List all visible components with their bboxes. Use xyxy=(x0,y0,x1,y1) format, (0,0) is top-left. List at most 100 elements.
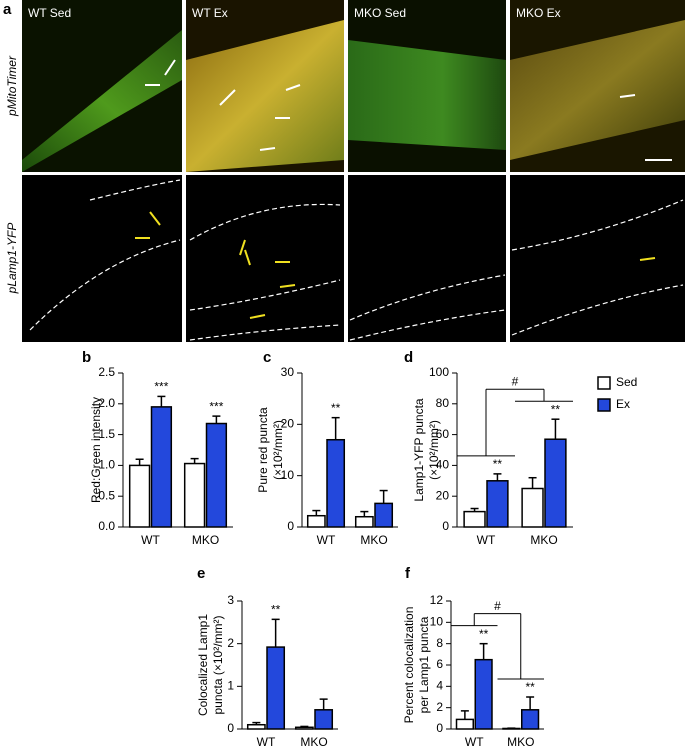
y-tick-label: 0 xyxy=(287,519,294,533)
bar xyxy=(326,438,346,528)
y-axis-label: Pure red puncta xyxy=(256,407,270,493)
y-tick-label: 30 xyxy=(281,365,295,379)
bar xyxy=(486,480,509,528)
fiber xyxy=(186,20,344,172)
bar xyxy=(544,438,567,528)
image xyxy=(186,175,344,342)
y-tick-label: 0 xyxy=(436,721,443,735)
y-axis-label: puncta (×10²/mm²) xyxy=(211,615,225,714)
legend-label: Ex xyxy=(616,397,630,411)
row-label: pLamp1-YFP xyxy=(5,223,19,295)
bar xyxy=(502,727,521,730)
y-axis-label: (×10²/mm²) xyxy=(427,420,441,480)
bar xyxy=(294,726,314,730)
y-tick-label: 2 xyxy=(227,636,234,650)
column-label: MKO Ex xyxy=(516,6,561,20)
y-tick-label: 100 xyxy=(429,365,449,379)
y-tick-label: 0 xyxy=(442,519,449,533)
legend-label: Sed xyxy=(616,375,637,389)
y-tick-label: 10 xyxy=(281,468,295,482)
y-tick-label: 40 xyxy=(436,458,450,472)
bar xyxy=(354,515,374,528)
yellow-arrows xyxy=(135,211,656,319)
bar xyxy=(463,510,486,528)
significance: *** xyxy=(154,380,168,394)
x-tick-label: MKO xyxy=(507,735,534,746)
image xyxy=(22,175,182,342)
column-label: MKO Sed xyxy=(354,6,406,20)
arrows xyxy=(145,59,636,151)
x-tick-label: WT xyxy=(465,735,484,746)
y-axis-label: (×10²/mm²) xyxy=(271,420,285,480)
significance: ** xyxy=(331,401,341,415)
micrographs xyxy=(22,0,685,342)
bar xyxy=(266,646,286,730)
image xyxy=(510,175,685,342)
y-tick-label: 8 xyxy=(436,636,443,650)
x-tick-label: WT xyxy=(477,533,496,547)
y-tick-label: 60 xyxy=(436,427,450,441)
legend-swatch xyxy=(597,398,611,412)
y-tick-label: 3 xyxy=(227,593,234,607)
x-tick-label: MKO xyxy=(360,533,387,547)
comparison-label: # xyxy=(512,374,519,388)
panel-letter: c xyxy=(263,349,271,366)
y-tick-label: 2.5 xyxy=(98,365,115,379)
bar xyxy=(455,718,475,730)
x-tick-label: MKO xyxy=(300,735,327,746)
significance: ** xyxy=(525,680,535,694)
bar xyxy=(314,709,334,730)
panel-letter: f xyxy=(405,565,411,582)
bar xyxy=(205,422,228,528)
fiber-outlines xyxy=(29,179,684,341)
y-tick-label: 20 xyxy=(436,488,450,502)
y-tick-label: 80 xyxy=(436,396,450,410)
y-tick-label: 0.0 xyxy=(98,519,115,533)
column-label: WT Ex xyxy=(192,6,228,20)
bar xyxy=(374,502,394,528)
fiber xyxy=(348,40,506,150)
image xyxy=(348,175,506,342)
comparison-label: # xyxy=(494,599,501,613)
bar xyxy=(183,462,206,528)
y-tick-label: 10 xyxy=(430,615,444,629)
y-tick-label: 20 xyxy=(281,417,295,431)
bar xyxy=(150,406,173,528)
y-tick-label: 2.0 xyxy=(98,396,115,410)
y-tick-label: 1 xyxy=(227,679,234,693)
x-tick-label: MKO xyxy=(530,533,557,547)
y-axis-label: Lamp1-YFP puncta xyxy=(412,398,426,501)
fiber xyxy=(510,20,685,160)
bar xyxy=(521,487,544,528)
significance: ** xyxy=(493,457,503,471)
significance: ** xyxy=(271,603,281,617)
bar xyxy=(474,658,493,730)
y-axis-label: Red:Green intensity xyxy=(89,397,103,503)
y-tick-label: 0.5 xyxy=(98,488,115,502)
x-tick-label: MKO xyxy=(192,533,219,547)
legend-swatch xyxy=(597,376,611,390)
significance: ** xyxy=(551,402,561,416)
column-label: WT Sed xyxy=(28,6,71,20)
y-axis-label: per Lamp1 puncta xyxy=(417,616,431,713)
significance: *** xyxy=(209,399,223,413)
y-tick-label: 2 xyxy=(436,700,443,714)
x-tick-label: WT xyxy=(141,533,160,547)
panel-letter: d xyxy=(404,349,413,366)
fiber xyxy=(22,30,182,172)
y-tick-label: 12 xyxy=(430,593,444,607)
x-tick-label: WT xyxy=(317,533,336,547)
y-tick-label: 0 xyxy=(227,721,234,735)
bar xyxy=(306,514,326,528)
bar xyxy=(128,464,151,528)
y-axis-label: Colocalized Lamp1 xyxy=(196,614,210,716)
bar xyxy=(521,709,540,730)
panel-letter: e xyxy=(197,565,205,582)
y-tick-label: 4 xyxy=(436,679,443,693)
panel-letter: a xyxy=(3,1,12,18)
y-tick-label: 1.0 xyxy=(98,458,115,472)
y-axis-label: Percent colocalization xyxy=(402,607,416,724)
row-label: pMitoTimer xyxy=(5,55,19,117)
panel-letter: b xyxy=(82,349,91,366)
